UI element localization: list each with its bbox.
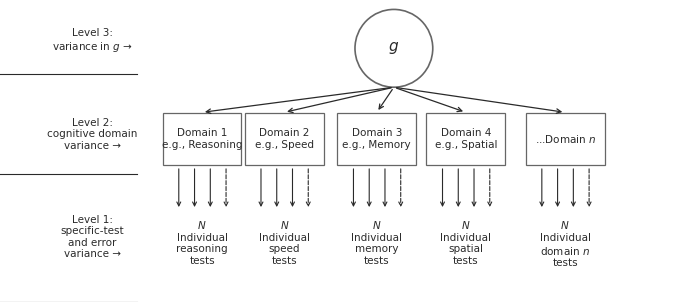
Text: $N$
Individual
reasoning
tests: $N$ Individual reasoning tests	[176, 219, 228, 266]
Text: Level 1:
specific-test
and error
variance →: Level 1: specific-test and error varianc…	[61, 215, 124, 259]
Text: $N$
Individual
spatial
tests: $N$ Individual spatial tests	[440, 219, 491, 266]
Text: Level 2:
cognitive domain
variance →: Level 2: cognitive domain variance →	[47, 118, 138, 151]
Text: Domain 1
e.g., Reasoning: Domain 1 e.g., Reasoning	[162, 128, 242, 150]
Text: $g$: $g$	[388, 40, 399, 56]
Text: Domain 3
e.g., Memory: Domain 3 e.g., Memory	[342, 128, 411, 150]
Text: Domain 4
e.g., Spatial: Domain 4 e.g., Spatial	[434, 128, 497, 150]
Bar	[163, 113, 241, 165]
Text: $N$
Individual
domain $n$
tests: $N$ Individual domain $n$ tests	[540, 219, 590, 268]
Bar	[245, 113, 323, 165]
Bar	[426, 113, 505, 165]
Text: Domain 2
e.g., Speed: Domain 2 e.g., Speed	[255, 128, 314, 150]
Text: $N$
Individual
memory
tests: $N$ Individual memory tests	[351, 219, 402, 266]
Bar	[525, 113, 604, 165]
Text: $N$
Individual
speed
tests: $N$ Individual speed tests	[259, 219, 310, 266]
Ellipse shape	[355, 9, 433, 87]
Text: ...Domain $n$: ...Domain $n$	[534, 133, 596, 145]
Text: Level 3:
variance in $g$ →: Level 3: variance in $g$ →	[52, 28, 133, 54]
Bar	[337, 113, 416, 165]
